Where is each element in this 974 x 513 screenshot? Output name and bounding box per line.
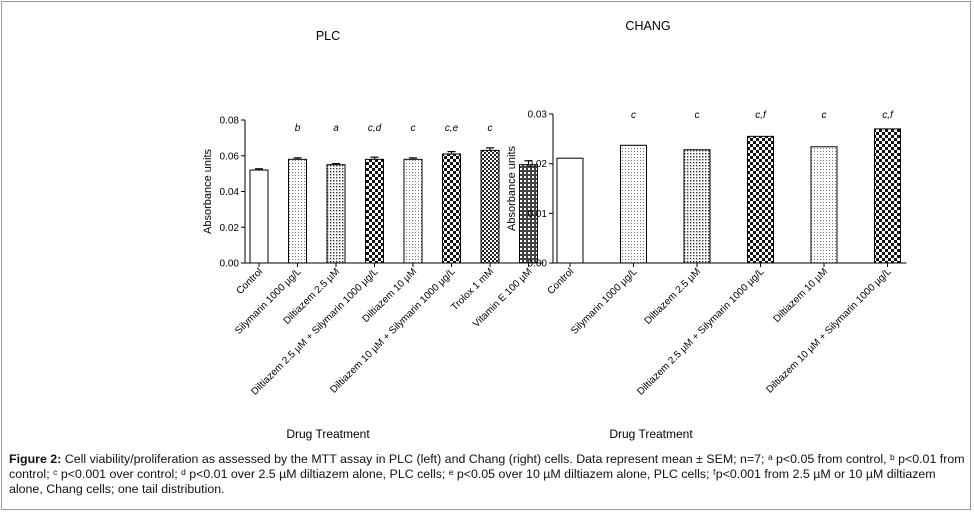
chang-chart: CHANG 0.00 0.01 0.02 0.03 Absorbance units Con… — [506, 19, 907, 441]
plc-bar — [326, 164, 346, 264]
plc-bar — [442, 153, 461, 264]
chang-x-axis-label: Drug Treatment — [609, 427, 693, 441]
plc-y-tick-label: 0.08 — [220, 116, 240, 127]
plc-significance-label: b — [295, 123, 301, 134]
chang-bar — [874, 128, 901, 264]
plc-significance-label: c — [488, 123, 493, 134]
plc-chart: PLC 0.00 0.02 0.04 0.06 0.08 Absorbance units C… — [202, 29, 544, 441]
chang-category-label: Diltiazem 10 µM — [772, 266, 831, 325]
chang-category-label: Control — [546, 266, 577, 297]
chang-significance-label: c — [631, 110, 636, 121]
plc-chart-title: PLC — [316, 29, 340, 43]
chang-y-tick-label: 0.00 — [528, 259, 548, 270]
plc-significance-label: c,e — [445, 123, 459, 134]
plc-y-tick-label: 0.02 — [220, 223, 240, 234]
chang-significance-label: c — [822, 110, 827, 121]
plc-bar — [249, 169, 269, 264]
plc-y-tick-label: 0.04 — [220, 187, 240, 198]
chang-category-label: Diltiazem 2.5 µM — [643, 266, 704, 327]
chang-category-label: Silymarin 1000 µg/L — [569, 266, 640, 337]
chang-bar — [683, 149, 711, 264]
chang-significance-label: c,f — [755, 110, 767, 121]
chang-bar — [810, 146, 838, 264]
chang-y-axis-label: Absorbance units — [506, 146, 518, 231]
plc-significance-label: c,d — [368, 123, 382, 134]
chang-y-tick-label: 0.01 — [528, 209, 548, 220]
chang-bar — [747, 135, 774, 264]
chang-y-tick-label: 0.02 — [528, 159, 548, 170]
chang-chart-title: CHANG — [625, 19, 670, 33]
plc-category-label: Silymarin 1000 µg/L — [233, 266, 304, 337]
chang-y-tick-label: 0.03 — [528, 110, 548, 121]
chang-significance-label: c,f — [882, 110, 894, 121]
figure-caption: Figure 2: Cell viability/proliferation a… — [9, 452, 967, 497]
plc-bar — [480, 149, 500, 264]
plc-significance-label: a — [333, 123, 339, 134]
plc-bar — [288, 158, 307, 264]
chang-bar — [620, 144, 647, 264]
plc-significance-label: c — [411, 123, 416, 134]
caption-label: Figure 2: — [9, 452, 62, 466]
plc-category-label: Control — [235, 266, 266, 297]
plc-y-tick-label: 0.00 — [220, 259, 240, 270]
chang-category-label: Diltiazem 2.5 µM + Silymarin 1000 µg/L — [635, 266, 767, 398]
chang-category-label: Diltiazem 10 µM + Silymarin 1000 µg/L — [764, 266, 894, 396]
plc-bar — [403, 158, 423, 264]
plc-y-axis-label: Absorbance units — [202, 149, 214, 234]
plc-bar — [365, 158, 384, 264]
caption-text: Cell viability/proliferation as assessed… — [9, 452, 965, 496]
plc-y-tick-label: 0.06 — [220, 151, 240, 162]
plc-x-axis-label: Drug Treatment — [286, 427, 370, 441]
chang-significance-label: c — [695, 110, 700, 121]
chang-bar — [556, 157, 584, 264]
